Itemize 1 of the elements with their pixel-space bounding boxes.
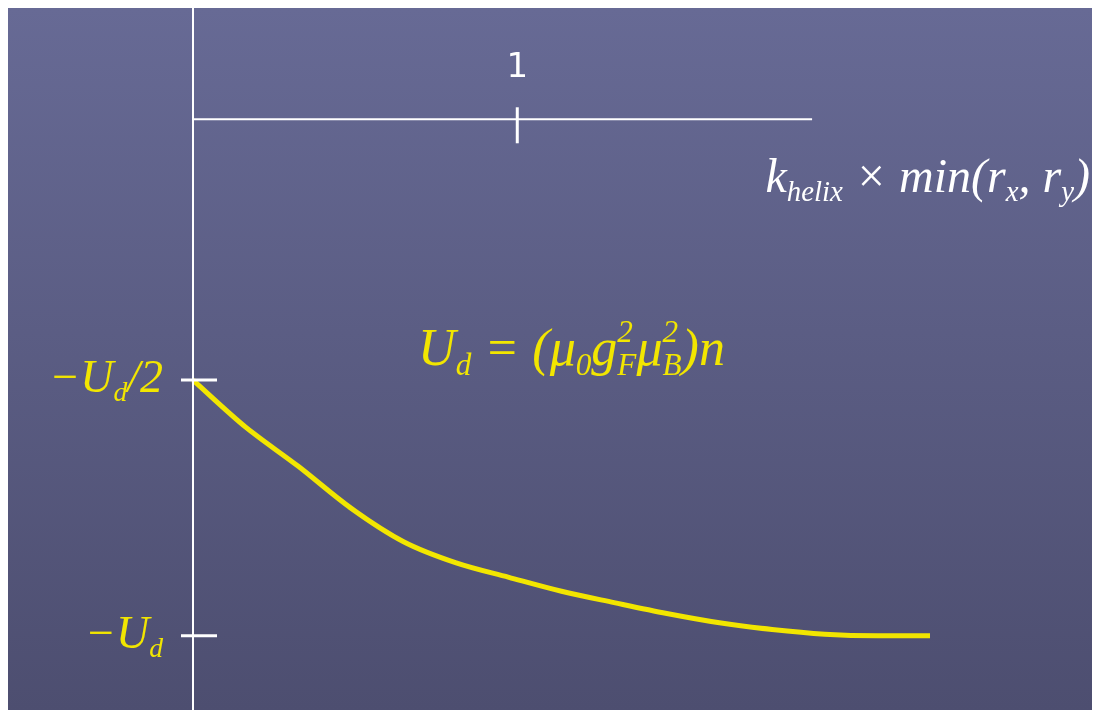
text: 1	[506, 45, 529, 86]
